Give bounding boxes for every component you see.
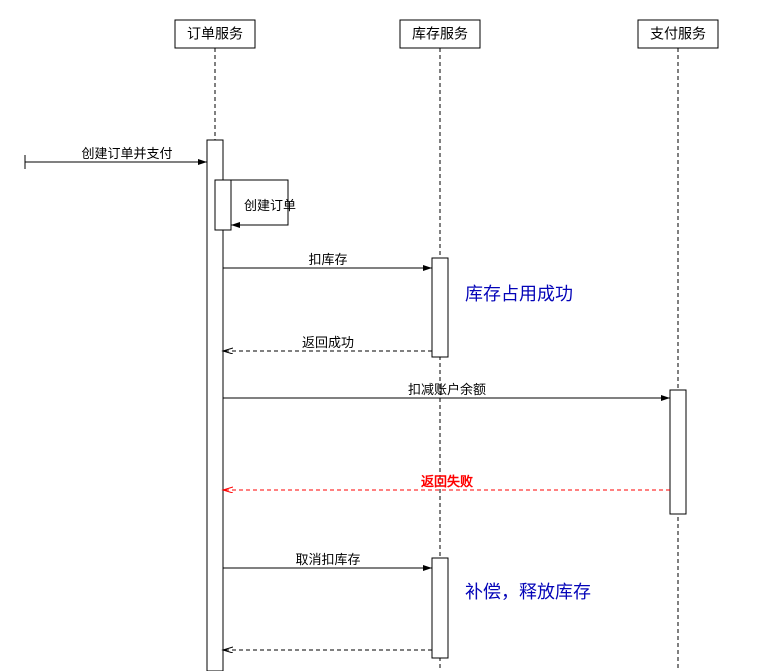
activation-stock-1 (432, 258, 448, 357)
msg-entry-label: 创建订单并支付 (81, 146, 172, 161)
stock-header-label: 库存服务 (412, 26, 468, 42)
annotation-compensate: 补偿，释放库存 (465, 582, 591, 602)
pay-header-label: 支付服务 (650, 26, 706, 42)
msg-return-ok-label: 返回成功 (302, 335, 354, 350)
msg-cancel-stock-label: 取消扣库存 (295, 552, 360, 567)
msg-return-fail-label: 返回失败 (421, 474, 473, 489)
order-header-label: 订单服务 (187, 26, 243, 42)
msg-self-create-label: 创建订单 (244, 198, 296, 213)
msg-deduct-bal-label: 扣减账户余额 (408, 382, 486, 397)
activation-pay-1 (670, 390, 686, 514)
participant-pay: 支付服务 (638, 20, 718, 671)
annotation-stock-occupied: 库存占用成功 (465, 284, 573, 304)
activation-stock-2 (432, 558, 448, 658)
msg-deduct-stock-label: 扣库存 (308, 252, 347, 267)
activation-order-self (215, 180, 231, 230)
